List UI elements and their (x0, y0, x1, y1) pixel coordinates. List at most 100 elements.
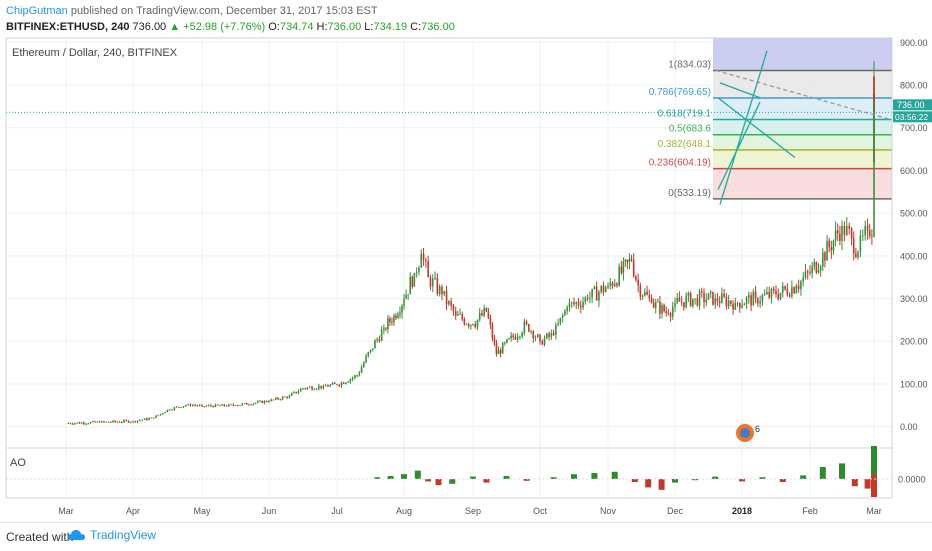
candle-body (313, 389, 316, 391)
candle-body (159, 413, 162, 416)
candle-body (263, 400, 266, 404)
ao-bar (470, 476, 476, 479)
candle-body (620, 266, 623, 273)
candle-body (201, 405, 203, 407)
candle-body (561, 315, 564, 318)
candle-body (67, 423, 70, 424)
time-tick-label: Jul (331, 506, 343, 516)
candle-body (680, 301, 683, 303)
candle-body (707, 293, 710, 300)
candle-body (232, 404, 235, 406)
candle-body (696, 298, 699, 306)
candle-body (745, 297, 748, 304)
candle-body (595, 286, 598, 301)
price-chart[interactable]: 1(834.03) 0.786(769.65) 0.618(719.1 0.5(683… (0, 0, 932, 522)
candle-body (450, 301, 452, 306)
candle-body (564, 310, 566, 316)
candle-body (474, 324, 477, 328)
footer-bar: Created with TradingView (0, 522, 932, 551)
price-tick-label: 600.00 (900, 166, 928, 176)
candle-body (399, 312, 401, 315)
candle-body (481, 313, 483, 316)
candle-body (661, 304, 663, 314)
candle-body (116, 421, 119, 423)
candle-body (732, 303, 734, 310)
candle-body (463, 319, 466, 325)
candle-body (378, 339, 381, 341)
candle-body (324, 385, 327, 387)
candle-body (739, 302, 741, 308)
candle-body (635, 276, 637, 280)
high-value: 736.00 (327, 21, 362, 33)
candle-body (630, 259, 633, 261)
candle-body (429, 277, 432, 287)
fib-level-label: 1(834.03) (668, 59, 711, 70)
candle-body (338, 384, 341, 387)
candle-body (411, 276, 414, 287)
candle-body (146, 418, 148, 420)
candle-body (194, 405, 196, 406)
candle-body (852, 238, 855, 254)
triangle-upper-line (719, 82, 761, 99)
created-with-text: Created with (6, 530, 74, 544)
candle-body (618, 266, 620, 286)
ao-bar (864, 479, 871, 489)
candle-body (427, 260, 429, 278)
candle-body (791, 287, 793, 297)
candle-body (420, 253, 423, 268)
candle-body (539, 334, 541, 342)
candle-body (508, 338, 510, 340)
fib-band (713, 149, 892, 169)
fib-level-label: 0.5(683.6 (669, 124, 712, 135)
candle-body (459, 313, 461, 315)
candle-body (125, 420, 128, 422)
candle-body (166, 409, 169, 412)
candle-body (698, 291, 701, 306)
candle-body (598, 291, 600, 301)
price-tick-label: 700.00 (900, 123, 928, 133)
event-icon[interactable]: 6 (736, 424, 760, 442)
candle-body (182, 406, 185, 408)
candle-body (407, 294, 409, 296)
candle-body (504, 342, 506, 344)
ao-bar (839, 463, 845, 479)
candle-body (178, 406, 180, 408)
candle-body (196, 405, 199, 407)
candle-body (616, 283, 618, 286)
author-link[interactable]: ChipGutman (6, 5, 68, 17)
candle-body (401, 305, 403, 313)
candle-body (768, 291, 770, 298)
candle-body (245, 403, 248, 405)
ao-bar (503, 476, 510, 479)
candle-body (252, 403, 255, 405)
candle-body (622, 261, 625, 273)
symbol-label: BITFINEX:ETHUSD, 240 (6, 21, 130, 33)
candle-body (478, 313, 481, 320)
candle-body (521, 332, 523, 337)
candle-body (834, 230, 837, 241)
candle-body (210, 405, 212, 407)
low-value: 734.19 (373, 21, 408, 33)
candle-body (523, 321, 526, 333)
candle-body (467, 324, 470, 327)
candle-body (626, 259, 629, 262)
candle-body (609, 282, 612, 286)
candle-body (862, 235, 864, 237)
candle-body (363, 362, 365, 368)
candle-body (487, 311, 490, 319)
price-series (6, 61, 892, 426)
trend-lines[interactable] (715, 50, 893, 205)
tradingview-logo[interactable]: TradingView (68, 528, 156, 542)
candle-body (320, 385, 322, 388)
ao-bar (779, 479, 786, 482)
candle-body (809, 272, 811, 274)
candle-body (141, 419, 143, 421)
candle-body (593, 286, 596, 289)
candle-body (873, 142, 875, 162)
fibonacci-retracement[interactable]: 1(834.03) 0.786(769.65) 0.618(719.1 0.5(683… (649, 38, 892, 200)
candle-body (76, 422, 78, 424)
candle-body (397, 314, 399, 318)
current-price-tag (893, 99, 932, 111)
candle-body (568, 303, 571, 308)
fib-extension-band (713, 38, 892, 71)
